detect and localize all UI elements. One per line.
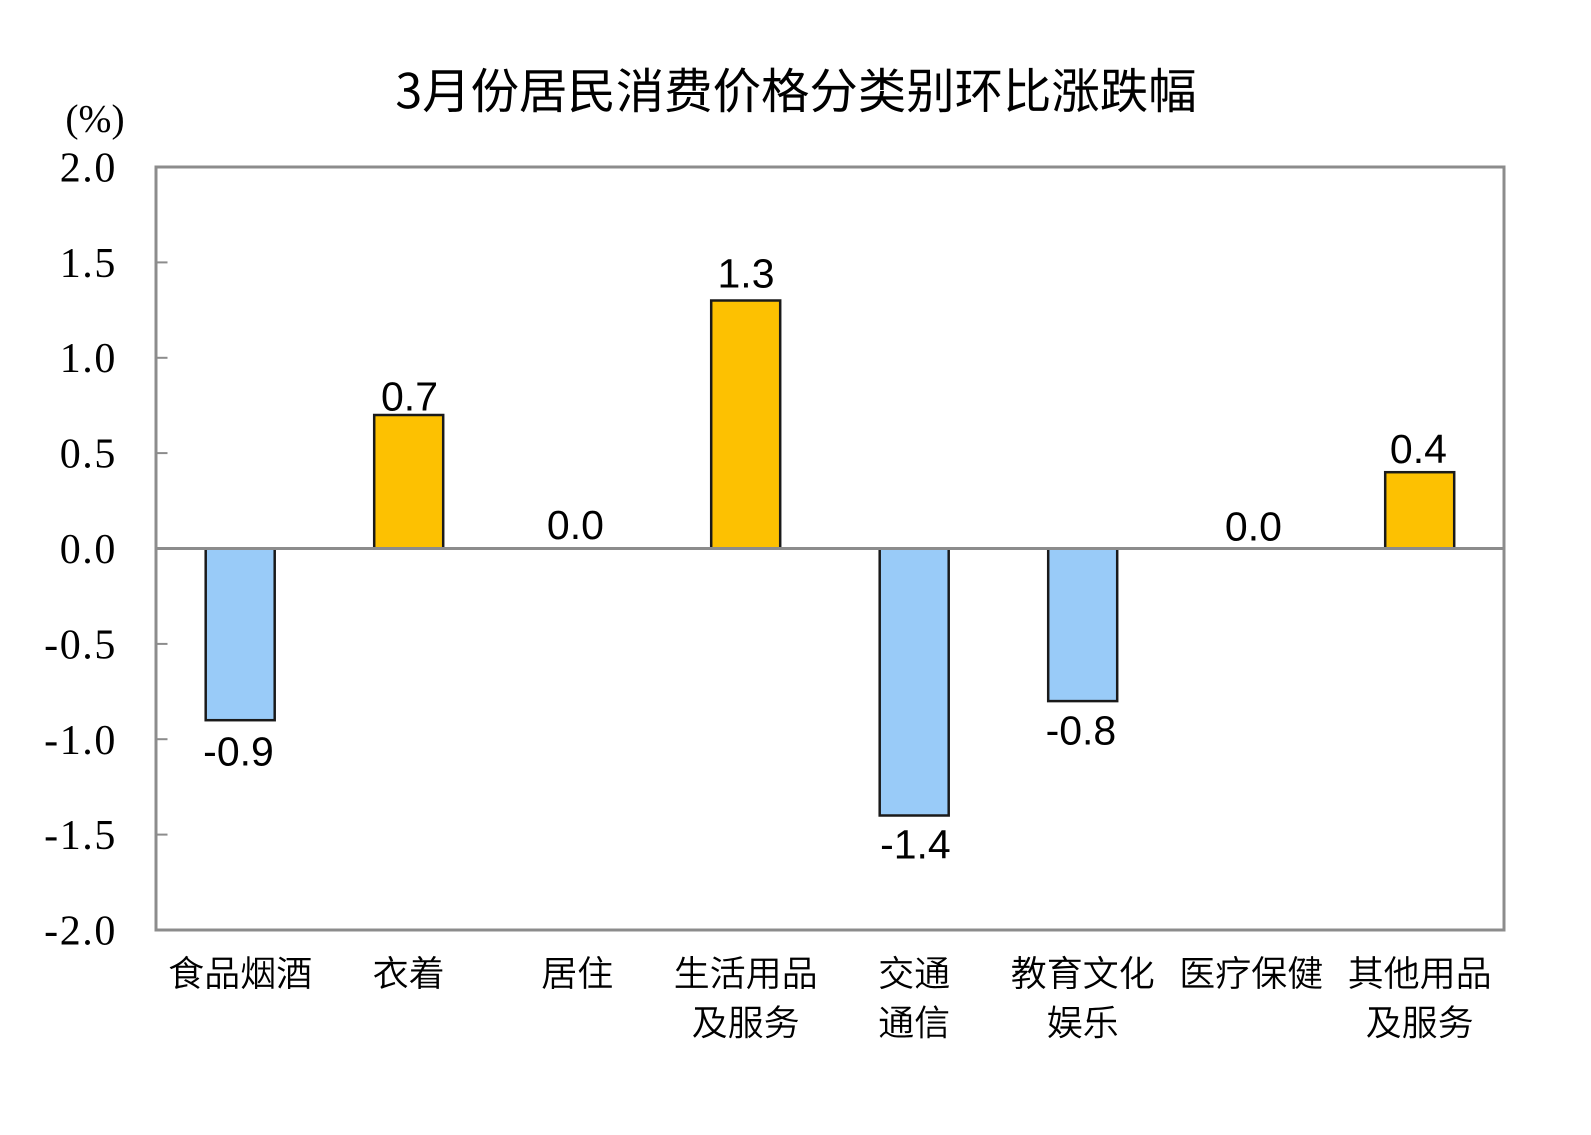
svg-text:-0.9: -0.9 xyxy=(203,729,274,775)
svg-text:0.0: 0.0 xyxy=(547,502,604,548)
svg-text:-1.0: -1.0 xyxy=(44,718,117,764)
svg-text:-1.4: -1.4 xyxy=(880,822,951,868)
svg-text:-0.8: -0.8 xyxy=(1046,708,1117,754)
svg-text:0.0: 0.0 xyxy=(60,527,117,573)
svg-text:2.0: 2.0 xyxy=(60,146,117,192)
svg-text:0.7: 0.7 xyxy=(381,374,438,420)
svg-text:(%): (%) xyxy=(65,97,124,141)
svg-text:0.0: 0.0 xyxy=(1225,504,1282,550)
svg-text:0.4: 0.4 xyxy=(1390,426,1447,472)
svg-text:-1.5: -1.5 xyxy=(44,813,117,859)
svg-text:-0.5: -0.5 xyxy=(44,622,117,668)
svg-text:1.0: 1.0 xyxy=(60,336,117,382)
svg-text:1.5: 1.5 xyxy=(60,241,117,287)
svg-text:0.5: 0.5 xyxy=(60,432,117,478)
svg-text:-2.0: -2.0 xyxy=(44,909,117,955)
svg-text:1.3: 1.3 xyxy=(718,251,775,297)
